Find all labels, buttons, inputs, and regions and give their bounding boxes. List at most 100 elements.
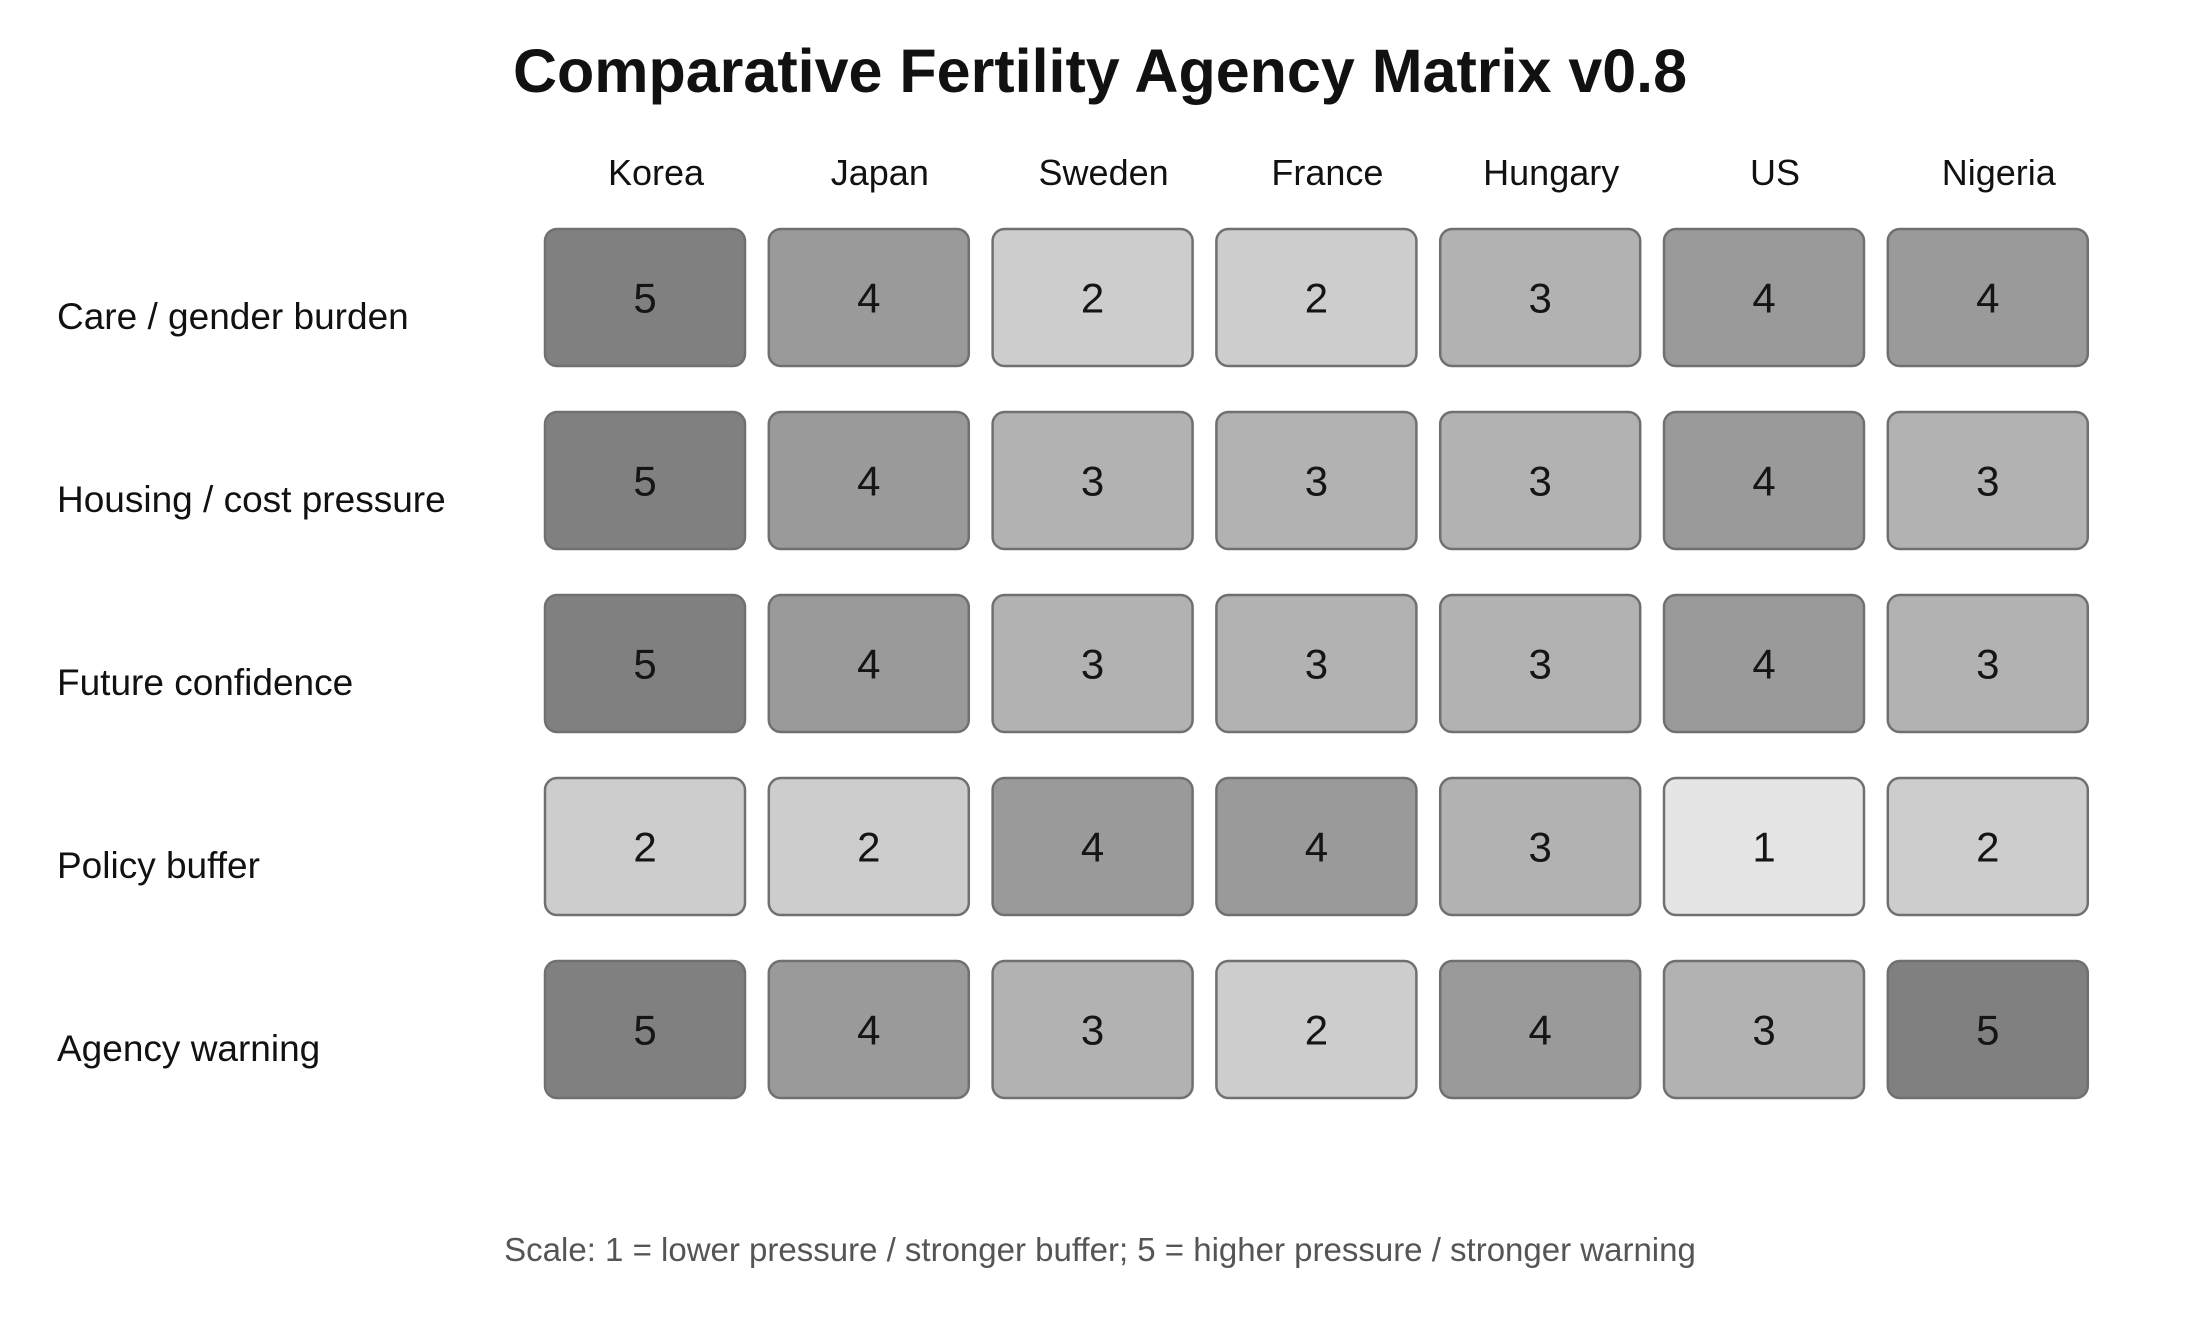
heatmap-cell-rect [1662, 227, 1866, 368]
heatmap-cell-care-gender-burden-hungary: 3 [1438, 227, 1642, 368]
heatmap-cell-rect [543, 227, 747, 368]
heatmap-cell-policy-buffer-sweden: 4 [991, 776, 1194, 917]
heatmap-cell-future-confidence-hungary: 3 [1438, 593, 1642, 734]
heatmap-cell-rect [1215, 410, 1418, 551]
heatmap-cell-rect [1662, 959, 1866, 1100]
heatmap-cell-rect [1215, 959, 1418, 1100]
row-label-future-confidence: Future confidence [57, 662, 353, 703]
heatmap-cell-value: 3 [1305, 458, 1328, 505]
heatmap-cell-agency-warning-us: 3 [1662, 959, 1866, 1100]
heatmap-cell-rect [1662, 776, 1866, 917]
heatmap-cell-value: 4 [1976, 275, 1999, 322]
heatmap-cell-rect [543, 776, 747, 917]
heatmap-cell-value: 3 [1529, 641, 1552, 688]
heatmap-cell-rect [991, 227, 1194, 368]
column-label-japan: Japan [831, 152, 929, 193]
heatmap-cell-rect [543, 410, 747, 551]
heatmap-cell-value: 2 [633, 824, 656, 871]
heatmap-cell-value: 3 [1752, 1007, 1775, 1054]
column-label-korea: Korea [608, 152, 705, 193]
row-label-agency-warning: Agency warning [57, 1028, 320, 1069]
heatmap-cell-future-confidence-japan: 4 [767, 593, 971, 734]
row-label-housing-cost-pressure: Housing / cost pressure [57, 479, 446, 520]
heatmap-cell-agency-warning-japan: 4 [767, 959, 971, 1100]
heatmap-cell-value: 4 [857, 275, 880, 322]
heatmap-cell-housing-cost-pressure-sweden: 3 [991, 410, 1194, 551]
heatmap-cell-future-confidence-sweden: 3 [991, 593, 1194, 734]
heatmap-cell-rect [1662, 410, 1866, 551]
heatmap-cell-care-gender-burden-us: 4 [1662, 227, 1866, 368]
heatmap-cell-value: 4 [1305, 824, 1328, 871]
heatmap-cell-agency-warning-france: 2 [1215, 959, 1418, 1100]
heatmap-cell-care-gender-burden-france: 2 [1215, 227, 1418, 368]
chart-title: Comparative Fertility Agency Matrix v0.8 [513, 37, 1687, 105]
column-label-sweden: Sweden [1039, 152, 1169, 193]
heatmap-cell-value: 5 [633, 1007, 656, 1054]
heatmap-cell-policy-buffer-japan: 2 [767, 776, 971, 917]
heatmap-cell-policy-buffer-korea: 2 [543, 776, 747, 917]
heatmap-cell-future-confidence-france: 3 [1215, 593, 1418, 734]
heatmap-cell-care-gender-burden-sweden: 2 [991, 227, 1194, 368]
heatmap-cell-value: 1 [1752, 824, 1775, 871]
column-labels: Korea Japan Sweden France Hungary US Nigeria [608, 152, 2057, 193]
heatmap-cell-future-confidence-nigeria: 3 [1886, 593, 2090, 734]
heatmap-cell-value: 3 [1529, 824, 1552, 871]
heatmap-cell-rect [543, 593, 747, 734]
heatmap-cell-policy-buffer-hungary: 3 [1438, 776, 1642, 917]
heatmap-cell-rect [1215, 776, 1418, 917]
heatmap-cell-rect [991, 776, 1194, 917]
column-label-france: France [1271, 152, 1383, 193]
column-label-us: US [1750, 152, 1800, 193]
heatmap-cell-agency-warning-sweden: 3 [991, 959, 1194, 1100]
heatmap-cell-rect [991, 410, 1194, 551]
heatmap-cell-future-confidence-korea: 5 [543, 593, 747, 734]
heatmap-cell-agency-warning-hungary: 4 [1438, 959, 1642, 1100]
heatmap-cell-rect [1886, 227, 2090, 368]
heatmap-cell-rect [1886, 410, 2090, 551]
heatmap-cell-value: 2 [857, 824, 880, 871]
heatmap-cell-rect [991, 593, 1194, 734]
heatmap-cell-housing-cost-pressure-hungary: 3 [1438, 410, 1642, 551]
column-label-hungary: Hungary [1483, 152, 1619, 193]
heatmap-cell-rect [767, 227, 971, 368]
heatmap-cell-value: 2 [1305, 275, 1328, 322]
heatmap-cell-value: 3 [1081, 458, 1104, 505]
heatmap-cell-rect [1886, 776, 2090, 917]
heatmap-cell-value: 3 [1081, 641, 1104, 688]
heatmap-cell-rect [1886, 593, 2090, 734]
heatmap-cell-value: 3 [1305, 641, 1328, 688]
heatmap-cell-housing-cost-pressure-nigeria: 3 [1886, 410, 2090, 551]
heatmap-cell-care-gender-burden-nigeria: 4 [1886, 227, 2090, 368]
heatmap-cell-care-gender-burden-korea: 5 [543, 227, 747, 368]
heatmap-cell-value: 3 [1976, 458, 1999, 505]
heatmap-cell-rect [1886, 959, 2090, 1100]
heatmap-cell-value: 3 [1529, 275, 1552, 322]
row-label-policy-buffer: Policy buffer [57, 845, 260, 886]
heatmap-cell-value: 4 [1752, 275, 1775, 322]
heatmap-cell-value: 3 [1529, 458, 1552, 505]
row-labels: Care / gender burden Housing / cost press… [57, 296, 446, 1069]
heatmap-cell-value: 5 [633, 641, 656, 688]
heatmap-cell-policy-buffer-us: 1 [1662, 776, 1866, 917]
heatmap-cell-housing-cost-pressure-us: 4 [1662, 410, 1866, 551]
heatmap-cell-housing-cost-pressure-japan: 4 [767, 410, 971, 551]
heatmap-cell-value: 4 [857, 1007, 880, 1054]
heatmap-cell-rect [767, 410, 971, 551]
column-label-nigeria: Nigeria [1942, 152, 2057, 193]
heatmap-cell-rect [1438, 227, 1642, 368]
heatmap-cell-value: 4 [1529, 1007, 1552, 1054]
heatmap-cell-value: 5 [633, 275, 656, 322]
heatmap-cell-value: 5 [633, 458, 656, 505]
heatmap-cell-value: 2 [1305, 1007, 1328, 1054]
heatmap-cell-rect [1215, 227, 1418, 368]
heatmap-cell-housing-cost-pressure-korea: 5 [543, 410, 747, 551]
heatmap-cell-housing-cost-pressure-france: 3 [1215, 410, 1418, 551]
heatmap-cells: 5 4 2 2 3 4 4 5 4 3 3 3 4 3 5 4 3 3 3 4 3 2 2 4 4 3 1 2 5 4 3 2 4 3 5 [543, 227, 2090, 1100]
heatmap-cell-agency-warning-korea: 5 [543, 959, 747, 1100]
heatmap-cell-value: 4 [857, 458, 880, 505]
heatmap-cell-rect [543, 959, 747, 1100]
heatmap-cell-value: 5 [1976, 1007, 1999, 1054]
row-label-care-gender-burden: Care / gender burden [57, 296, 409, 337]
heatmap-cell-care-gender-burden-japan: 4 [767, 227, 971, 368]
